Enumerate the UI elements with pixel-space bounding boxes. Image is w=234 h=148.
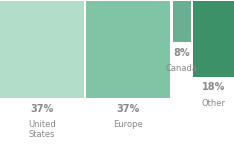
Text: 37%: 37% <box>117 104 140 114</box>
Text: 18%: 18% <box>202 82 225 92</box>
Text: Canada: Canada <box>166 64 197 73</box>
Bar <box>172 1 191 42</box>
Text: United
States: United States <box>28 120 56 139</box>
Text: 37%: 37% <box>30 104 53 114</box>
Bar <box>193 1 234 77</box>
Text: Other: Other <box>202 99 226 108</box>
Bar <box>86 1 170 98</box>
Text: Europe: Europe <box>113 120 143 129</box>
Text: 8%: 8% <box>173 48 190 58</box>
Bar <box>0 1 84 98</box>
